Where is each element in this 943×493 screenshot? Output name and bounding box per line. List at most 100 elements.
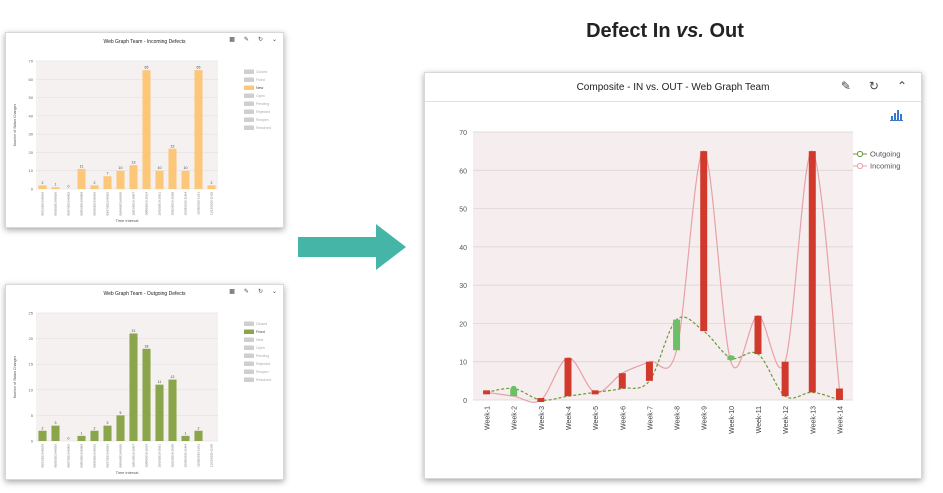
bar [155,170,164,189]
card-title: Web Graph Team - Incoming Defects [103,39,186,45]
data-label: 1 [55,183,57,187]
x-tick-label: Week-2 [512,406,519,430]
x-tick-label: Week-11 [756,406,763,433]
pencil-icon[interactable]: ✎ [243,37,249,43]
pencil-icon[interactable]: ✎ [840,79,851,93]
bar [38,430,47,441]
plot-area [36,313,218,441]
chevron-up-icon[interactable]: ⌃ [896,79,907,93]
legend-swatch [244,101,254,106]
x-tick-label: 09/24/2016-09/30 [119,192,123,216]
x-tick-label: 10/15/2016-10/21 [158,192,162,216]
x-tick-label: 08/13/2016-08/19 [41,192,45,216]
legend-label: Reopen [256,118,269,122]
y-tick-label: 5 [31,413,34,418]
x-tick-label: 09/10/2016-09/16 [93,444,97,468]
refresh-icon[interactable]: ↻ [257,37,263,43]
bar-chart-icon-bar [891,116,893,120]
net-bar [537,398,545,402]
data-label: 0 [68,437,70,441]
data-label: 10 [119,166,123,170]
x-tick-label: 10/08/2016-10/14 [145,192,149,216]
data-label: 11 [80,164,84,168]
net-bar [781,361,789,397]
y-tick-label: 15 [29,362,34,367]
net-bar [510,388,518,397]
x-tick-label: 09/10/2016-09/16 [93,192,97,216]
outgoing-marker [728,355,734,361]
data-label: 5 [120,411,122,415]
card-toolbar: ▩ ✎ ↻ ⌄ [229,288,277,295]
x-tick-label: 10/01/2016-10/07 [132,192,136,216]
legend-swatch [244,69,254,74]
data-label: 18 [145,344,149,348]
x-tick-label: 11/12/2016-11/18 [210,192,214,215]
x-tick-label: 10/29/2016-11/04 [184,192,188,216]
x-tick-label: 08/27/2016-09/02 [67,444,71,468]
refresh-icon[interactable]: ↻ [868,79,879,93]
net-bar [645,361,653,381]
chevron-down-icon[interactable]: ⌄ [271,37,277,43]
x-tick-label: 10/22/2016-10/28 [171,192,175,216]
x-tick-label: Week-3 [539,406,546,430]
y-tick-label: 50 [459,207,467,214]
legend-label: Closed [256,322,267,326]
legend-swatch [244,369,254,374]
composite-card: Composite - IN vs. OUT - Web Graph Team … [424,72,922,479]
bar [194,70,203,189]
net-bar [564,357,572,397]
y-tick-label: 70 [459,130,467,137]
data-label: 10 [158,166,162,170]
bar [38,185,47,189]
x-tick-label: Week-5 [593,406,600,430]
incoming-bar-chart: 010203040506070208/13/2016-08/19108/20/2… [13,59,271,224]
bar [51,187,60,189]
page-title: Defect In vs. Out [586,20,744,42]
data-label: 13 [132,161,136,165]
data-label: 2 [211,181,213,185]
y-axis-label: Number of Status Changes [13,356,17,398]
y-tick-label: 40 [459,245,467,252]
data-label: 65 [145,66,149,70]
legend-swatch [244,125,254,130]
x-tick-label: 11/12/2016-11/18 [210,444,214,467]
chevron-down-icon[interactable]: ⌄ [271,289,277,295]
pencil-icon[interactable]: ✎ [243,289,249,295]
bar-chart-icon[interactable]: ▩ [229,289,235,295]
legend-label: Reopen [256,370,269,374]
x-tick-label: Week-14 [837,406,844,434]
refresh-icon[interactable]: ↻ [257,289,263,295]
net-bar [835,388,843,400]
x-tick-label: Week-1 [485,406,492,430]
data-label: 2 [42,426,44,430]
x-tick-label: 10/15/2016-10/21 [158,444,162,468]
y-tick-label: 25 [29,311,34,316]
legend-label: Incoming [870,162,900,171]
bar-chart-icon-bar [900,114,902,120]
y-tick-label: 60 [29,77,34,82]
bar-chart-icon[interactable] [890,110,903,121]
card-title: Composite - IN vs. OUT - Web Graph Team [576,81,770,93]
data-label: 21 [132,329,136,333]
legend-marker [856,162,864,170]
legend-label: Resolved [256,126,271,130]
data-label: 10 [184,166,188,170]
incoming-defects-card: Web Graph Team - Incoming Defects ▩ ✎ ↻ … [5,32,284,228]
x-tick-label: Week-10 [729,406,736,434]
card-toolbar: ▩ ✎ ↻ ⌄ [229,36,277,43]
x-tick-label: Week-9 [702,406,709,430]
net-bar [483,390,491,395]
legend-label: Open [256,94,265,98]
outgoing-defects-card: Web Graph Team - Outgoing Defects ▩ ✎ ↻ … [5,284,284,480]
bar [51,425,60,441]
legend-swatch [244,329,254,334]
bar-chart-icon[interactable]: ▩ [229,37,235,43]
bar [90,430,99,441]
data-label: 2 [198,426,200,430]
y-tick-label: 0 [31,439,34,444]
data-label: 7 [107,172,109,176]
y-tick-label: 40 [29,113,34,118]
data-label: 3 [55,421,57,425]
legend-swatch [244,345,254,350]
legend-label: Rejected [256,110,270,114]
